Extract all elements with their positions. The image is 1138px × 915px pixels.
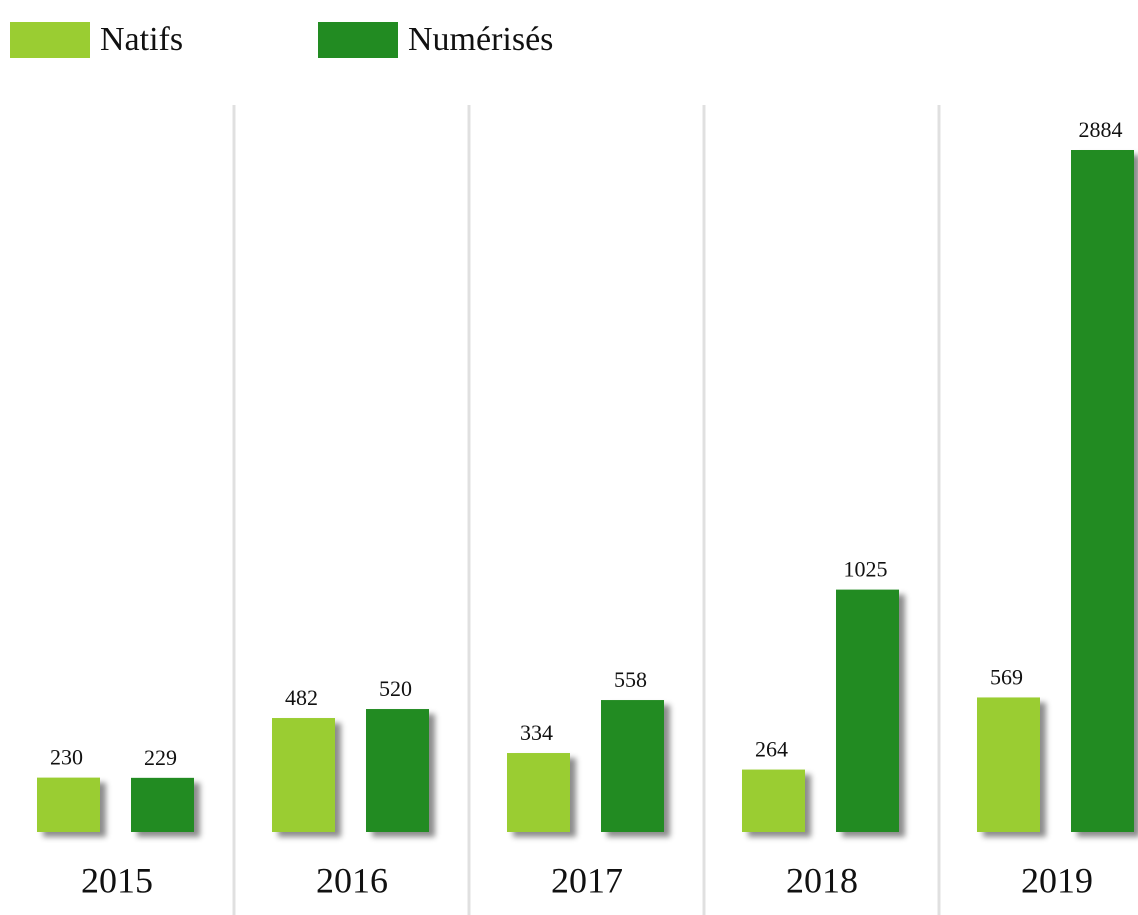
value-label: 482 bbox=[285, 685, 318, 710]
legend-label: Natifs bbox=[100, 21, 183, 58]
value-label: 2884 bbox=[1079, 117, 1123, 142]
value-label: 569 bbox=[990, 664, 1023, 689]
bar bbox=[1071, 150, 1134, 832]
legend-swatch bbox=[318, 22, 398, 58]
x-tick-label: 2016 bbox=[316, 860, 388, 900]
value-label: 229 bbox=[144, 745, 177, 770]
legend-label: Numérisés bbox=[408, 21, 553, 58]
bar bbox=[601, 700, 664, 832]
legend-swatch bbox=[10, 22, 90, 58]
value-label: 558 bbox=[614, 667, 647, 692]
x-tick-label: 2018 bbox=[786, 860, 858, 900]
bar bbox=[507, 753, 570, 832]
x-tick-label: 2019 bbox=[1021, 860, 1093, 900]
value-label: 1025 bbox=[844, 557, 888, 582]
value-label: 334 bbox=[520, 720, 553, 745]
bar bbox=[366, 709, 429, 832]
bar bbox=[742, 769, 805, 832]
bar bbox=[272, 718, 335, 832]
bar bbox=[977, 697, 1040, 832]
bar bbox=[836, 589, 899, 832]
bar bbox=[37, 777, 100, 832]
value-label: 230 bbox=[50, 745, 83, 770]
x-tick-label: 2017 bbox=[551, 860, 623, 900]
x-tick-label: 2015 bbox=[81, 860, 153, 900]
value-label: 264 bbox=[755, 737, 788, 762]
value-label: 520 bbox=[379, 676, 412, 701]
bar bbox=[131, 777, 194, 832]
